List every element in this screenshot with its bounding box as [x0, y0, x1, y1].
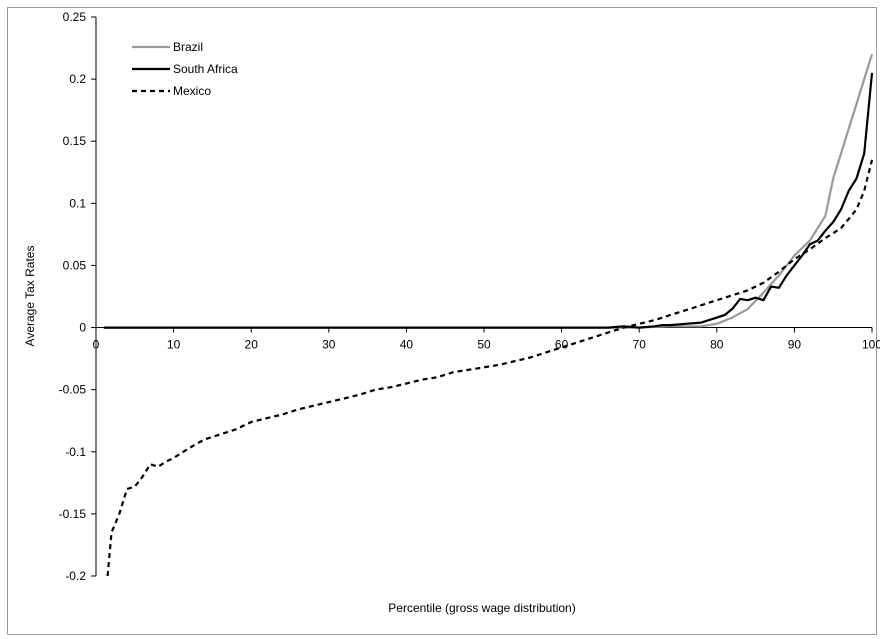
x-tick-label: 10	[167, 338, 181, 352]
y-tick-label: -0.05	[59, 383, 87, 397]
y-tick-label: -0.15	[59, 507, 87, 521]
legend-label: South Africa	[173, 62, 238, 76]
series-line-south-africa	[103, 72, 874, 329]
y-tick-label: 0.15	[63, 134, 87, 148]
legend-label: Mexico	[173, 84, 211, 98]
x-tick-label: 0	[93, 338, 100, 352]
x-tick-label: 100	[862, 338, 880, 352]
y-tick-label: 0	[79, 321, 86, 335]
y-tick-label: -0.1	[65, 445, 86, 459]
x-tick-label: 50	[477, 338, 491, 352]
x-tick-label: 80	[710, 338, 724, 352]
x-tick-label: 30	[322, 338, 336, 352]
y-ticks: -0.2 -0.15 -0.1 -0.05 0 0.05 0.1 0.15 0.2 0.25	[59, 10, 96, 583]
legend: Brazil South Africa Mexico	[132, 40, 238, 98]
x-ticks: 0 10 20 30 40 50 60 70 80 90 100	[93, 327, 880, 352]
x-tick-label: 70	[633, 338, 647, 352]
legend-item: South Africa	[132, 62, 238, 76]
x-tick-label: 40	[400, 338, 414, 352]
x-axis-title: Percentile (gross wage distribution)	[388, 601, 575, 615]
legend-item: Brazil	[132, 40, 203, 54]
chart-frame	[7, 7, 877, 635]
y-tick-label: 0.25	[63, 10, 87, 24]
y-tick-label: 0.2	[69, 72, 86, 86]
y-tick-label: 0.05	[63, 258, 87, 272]
legend-item: Mexico	[132, 84, 211, 98]
y-tick-label: -0.2	[65, 569, 86, 583]
axes	[95, 17, 872, 576]
y-axis-title: Average Tax Rates	[23, 246, 37, 347]
series-line-mexico	[106, 159, 874, 577]
series-group	[103, 53, 874, 577]
y-tick-label: 0.1	[69, 196, 86, 210]
x-tick-label: 90	[788, 338, 802, 352]
legend-label: Brazil	[173, 40, 203, 54]
series-line-brazil	[103, 53, 874, 329]
x-tick-label: 20	[245, 338, 259, 352]
